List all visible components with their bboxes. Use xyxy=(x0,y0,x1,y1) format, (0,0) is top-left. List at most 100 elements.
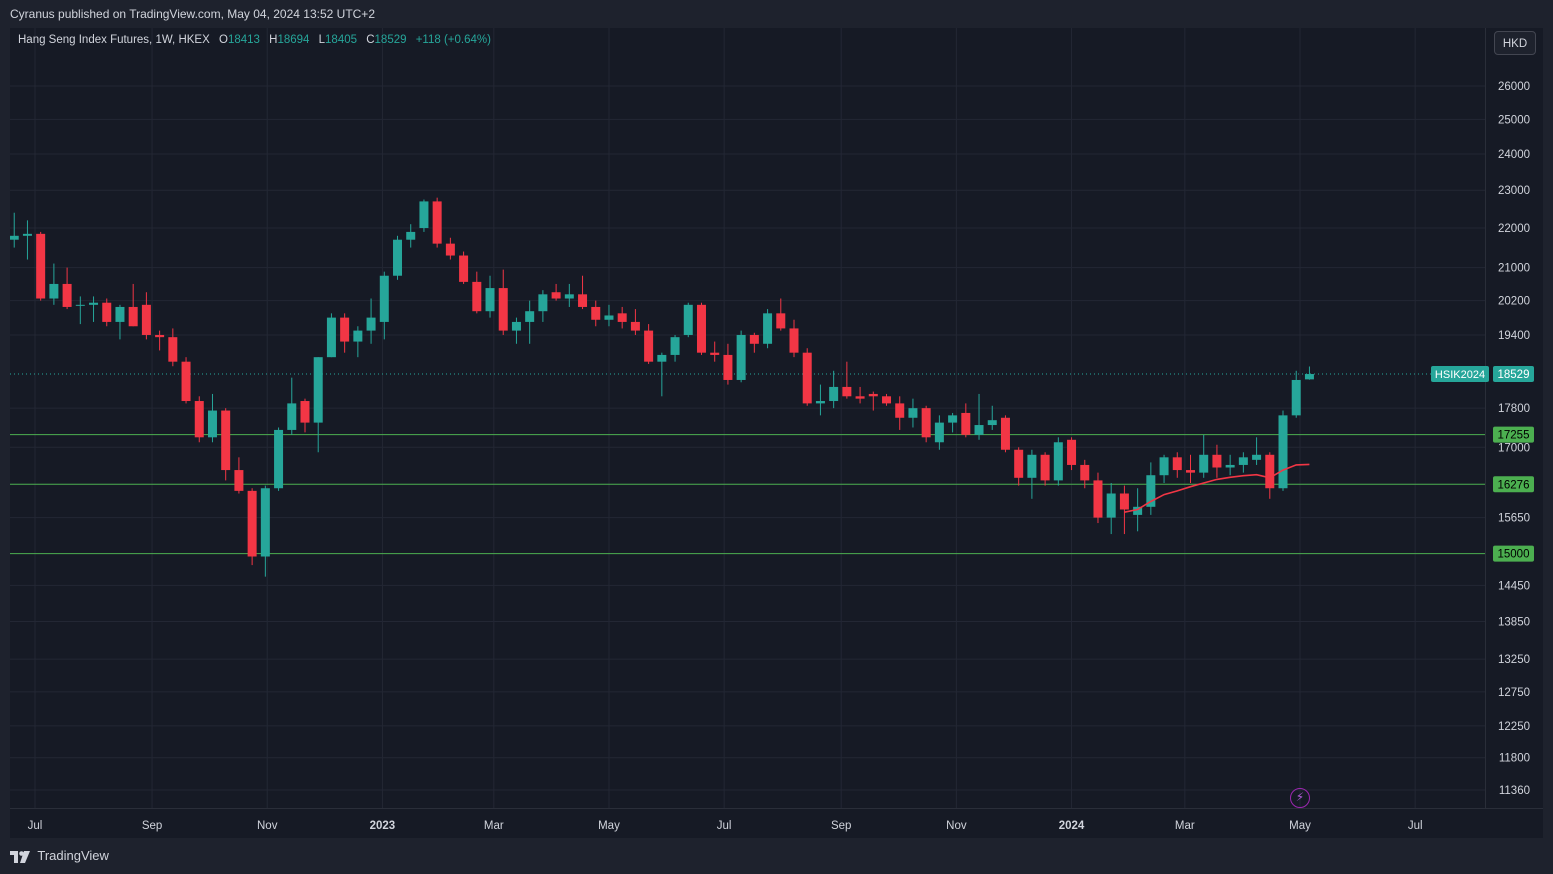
candle-body xyxy=(1159,457,1169,476)
low-label: L xyxy=(318,34,326,46)
y-tick-label: 20200 xyxy=(1498,296,1530,308)
candle-body xyxy=(578,294,588,307)
lightning-icon[interactable]: ⚡ xyxy=(1290,788,1310,808)
x-tick-label: Jul xyxy=(28,820,43,832)
candle-body xyxy=(842,386,852,397)
candle-body xyxy=(1278,415,1288,489)
tradingview-logo-icon xyxy=(10,850,30,863)
moving-average-line xyxy=(1124,463,1310,513)
candle-body xyxy=(194,401,204,438)
last-price-label: 18529 xyxy=(1498,369,1530,381)
candle-body xyxy=(974,425,984,435)
y-tick-label: 11800 xyxy=(1499,753,1530,765)
x-tick-label: Mar xyxy=(484,820,504,832)
candle-body xyxy=(921,408,931,438)
y-tick-label: 12750 xyxy=(1498,687,1530,699)
candle-body xyxy=(406,231,416,240)
level-label: 17255 xyxy=(1498,430,1530,442)
y-tick-label: 14450 xyxy=(1498,580,1530,592)
y-tick-label: 12250 xyxy=(1498,721,1530,733)
candle-body xyxy=(564,294,574,299)
candle-body xyxy=(1146,475,1156,507)
candle-body xyxy=(313,357,323,423)
level-label: 16276 xyxy=(1498,479,1530,491)
candle-body xyxy=(776,313,786,329)
candle-body xyxy=(987,420,997,426)
candle-body xyxy=(128,306,138,327)
candle-body xyxy=(604,315,614,320)
candle-body xyxy=(393,239,403,276)
candle-body xyxy=(961,412,971,435)
candle-body xyxy=(511,321,521,331)
candle-body xyxy=(630,321,640,331)
candle-body xyxy=(723,354,733,380)
candle-body xyxy=(696,304,706,353)
candle-body xyxy=(300,401,310,423)
candle-body xyxy=(75,304,85,306)
candle-body xyxy=(763,313,773,344)
candle-body xyxy=(591,306,601,320)
footer-brand: TradingView xyxy=(37,848,109,863)
candle-body xyxy=(895,403,905,418)
y-tick-label: 17000 xyxy=(1498,442,1530,454)
chart-panel[interactable]: 26000 25000 24000 23000 22000 21000 20200 19400… xyxy=(10,28,1543,838)
y-tick-label: 26000 xyxy=(1498,81,1530,93)
candle-body xyxy=(472,281,482,312)
low-value: 18405 xyxy=(325,34,358,46)
candle-body xyxy=(22,233,32,236)
change-value: +118 (+0.64%) xyxy=(415,34,491,46)
candle-body xyxy=(260,488,270,557)
open-label: O xyxy=(218,34,228,46)
candle-body xyxy=(1291,379,1301,416)
x-tick-label: Nov xyxy=(946,820,967,832)
symbol-tag-box xyxy=(1431,366,1489,383)
candle-body xyxy=(882,396,892,404)
candle-body xyxy=(855,396,865,399)
y-tick-label: 25000 xyxy=(1498,114,1530,126)
x-tick-label: 2023 xyxy=(370,820,396,832)
x-tick-label: Jul xyxy=(1408,820,1423,832)
x-tick-label: Jul xyxy=(717,820,732,832)
y-tick-label: 13250 xyxy=(1498,654,1530,666)
y-tick-label: 17800 xyxy=(1498,403,1530,415)
candle-body xyxy=(749,334,759,344)
candle-body xyxy=(432,201,442,244)
candle-body xyxy=(1067,439,1077,465)
candle-body xyxy=(366,317,376,331)
candle-body xyxy=(221,410,231,471)
candle-body xyxy=(551,292,561,299)
y-tick-label: 23000 xyxy=(1498,185,1530,197)
y-tick-label: 11360 xyxy=(1499,785,1530,797)
x-tick-label: May xyxy=(598,820,620,832)
open-value: 18413 xyxy=(227,34,260,46)
x-tick-label: Mar xyxy=(1175,820,1195,832)
x-tick-label: May xyxy=(1289,820,1311,832)
candle-body xyxy=(419,201,429,229)
candle-body xyxy=(498,288,508,331)
publish-header: Cyranus published on TradingView.com, Ma… xyxy=(0,0,1553,28)
candle-body xyxy=(908,408,918,418)
footer: TradingView xyxy=(0,838,1553,874)
candle-body xyxy=(1119,493,1129,510)
candle-body xyxy=(1185,470,1195,473)
level-label-box xyxy=(1493,476,1534,493)
candle-body xyxy=(538,294,548,312)
candle-body xyxy=(10,235,19,240)
candle-body xyxy=(525,311,535,322)
x-tick-label: Sep xyxy=(831,820,851,832)
candle-body xyxy=(155,334,165,338)
candle-body xyxy=(1133,506,1143,515)
candle-body xyxy=(287,403,297,430)
candle-body xyxy=(207,410,217,438)
candle-body xyxy=(1265,454,1275,489)
candle-body xyxy=(815,401,825,404)
candle-body xyxy=(168,337,178,362)
price-chart[interactable]: 26000 25000 24000 23000 22000 21000 20200 19400… xyxy=(10,28,1543,838)
candle-body xyxy=(326,317,336,358)
publish-text: Cyranus published on TradingView.com, Ma… xyxy=(10,7,375,21)
symbol-legend: Hang Seng Index Futures, 1W, HKEX O18413… xyxy=(18,34,491,46)
x-tick-label: 2024 xyxy=(1059,820,1085,832)
level-label: 15000 xyxy=(1498,549,1530,561)
currency-button[interactable]: HKD xyxy=(1494,31,1536,55)
candle-body xyxy=(379,275,389,322)
